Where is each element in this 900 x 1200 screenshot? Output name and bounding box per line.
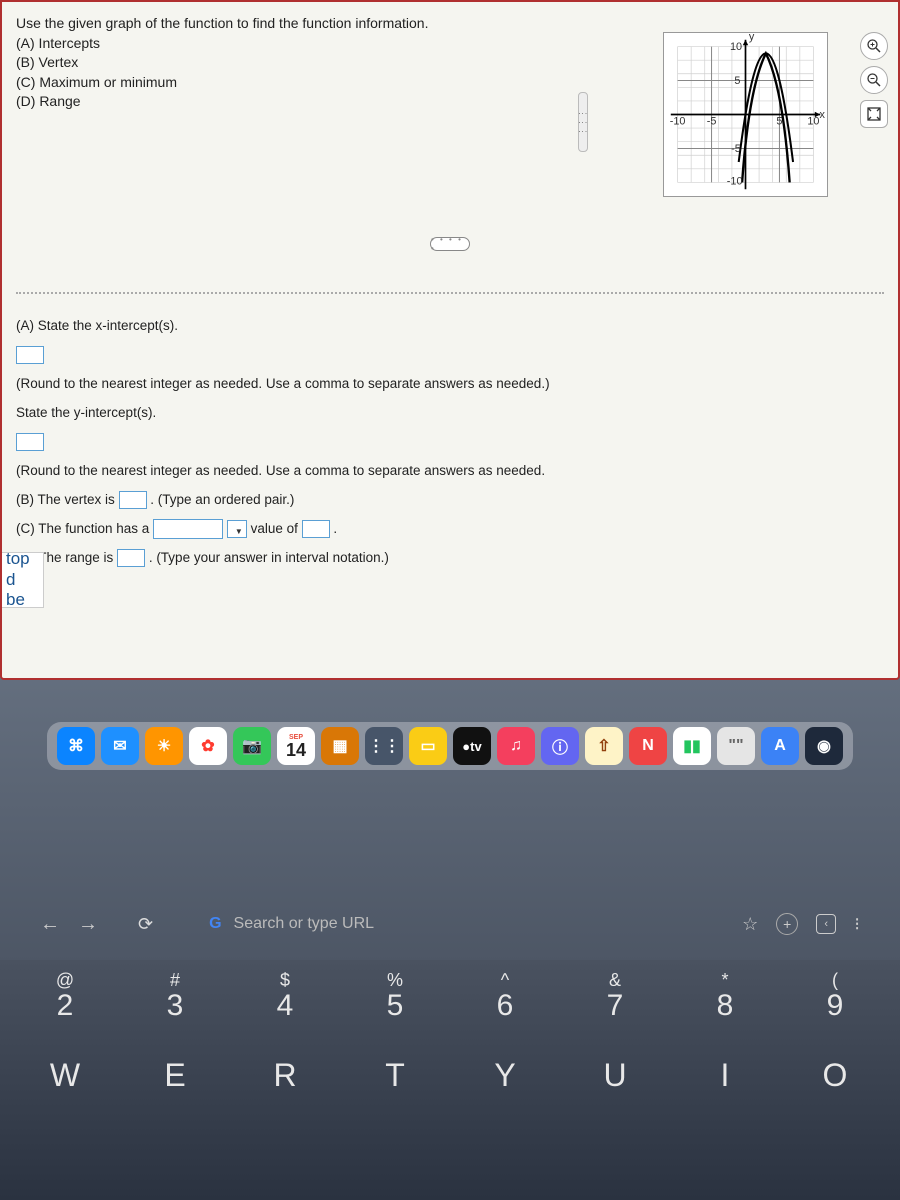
side-tab-line1: top — [6, 549, 39, 569]
dock-app-12[interactable]: ⇧ — [585, 727, 623, 765]
dock-app-17[interactable]: ◉ — [805, 727, 843, 765]
key-U: U — [580, 1043, 650, 1094]
y-intercept-input[interactable] — [16, 433, 44, 451]
a-note: (Round to the nearest integer as needed.… — [16, 370, 884, 397]
key-O: O — [800, 1043, 870, 1094]
maxmin-value-input[interactable] — [302, 520, 330, 538]
range-input[interactable] — [117, 549, 145, 567]
a-note2: (Round to the nearest integer as needed.… — [16, 457, 884, 484]
key-I: I — [690, 1043, 760, 1094]
expand-icon[interactable] — [860, 100, 888, 128]
dock-app-4[interactable]: 📷 — [233, 727, 271, 765]
physical-keyboard: @2 #3 $4 %5 ^6&7 *8 (9 WERTYUIO — [0, 960, 900, 1200]
question-area: Use the given graph of the function to f… — [2, 2, 898, 593]
function-graph[interactable]: x y -10 -5 5 10 10 5 -5 -10 — [663, 32, 828, 197]
dock-app-3[interactable]: ✿ — [189, 727, 227, 765]
svg-text:-10: -10 — [727, 175, 743, 187]
url-bar[interactable]: G Search or type URL — [193, 906, 702, 942]
url-placeholder: Search or type URL — [234, 915, 375, 933]
back-icon[interactable]: ← — [40, 913, 60, 936]
c-mid: value of — [251, 521, 302, 536]
maxmin-type-input[interactable] — [153, 519, 223, 539]
key-6: ^6 — [470, 970, 540, 1023]
homework-window: Use the given graph of the function to f… — [0, 0, 900, 680]
key-3: #3 — [140, 970, 210, 1023]
svg-text:5: 5 — [776, 116, 782, 128]
dock-app-0[interactable]: ⌘ — [57, 727, 95, 765]
svg-text:5: 5 — [734, 75, 740, 87]
vertex-input[interactable] — [119, 491, 147, 509]
key-2: @2 — [30, 970, 100, 1023]
calendar-day: 14 — [286, 741, 306, 759]
svg-text:x: x — [820, 109, 826, 121]
dock-app-1[interactable]: ✉ — [101, 727, 139, 765]
c-pre: (C) The function has a — [16, 521, 153, 536]
section-divider-handle[interactable]: • • • • • — [430, 237, 470, 251]
menu-icon[interactable]: ⁝ — [854, 914, 860, 935]
refresh-icon[interactable]: ⟳ — [138, 914, 153, 935]
a-y-intercept-label: State the y-intercept(s). — [16, 399, 884, 426]
macos-dock: ⌘✉☀✿📷SEP14▦⋮⋮▭●tv♫ⓘ⇧N▮▮""A◉ — [47, 722, 853, 770]
dock-app-6[interactable]: ▦ — [321, 727, 359, 765]
prompt-text: Use the given graph of the function to f… — [16, 14, 884, 34]
b-post: . (Type an ordered pair.) — [150, 492, 294, 507]
key-4: $4 — [250, 970, 320, 1023]
svg-text:10: 10 — [730, 41, 742, 53]
add-tab-icon[interactable]: + — [776, 913, 798, 935]
section-divider — [16, 292, 884, 294]
key-T: T — [360, 1043, 430, 1094]
dock-app-11[interactable]: ⓘ — [541, 727, 579, 765]
forward-icon[interactable]: → — [78, 913, 98, 936]
graph-tools — [860, 32, 888, 128]
dock-app-14[interactable]: ▮▮ — [673, 727, 711, 765]
side-tab-line2: d be — [6, 570, 39, 611]
a-x-intercept-label: (A) State the x-intercept(s). — [16, 312, 884, 339]
key-7: &7 — [580, 970, 650, 1023]
key-W: W — [30, 1043, 100, 1094]
dock-app-9[interactable]: ●tv — [453, 727, 491, 765]
dock-app-7[interactable]: ⋮⋮ — [365, 727, 403, 765]
b-pre: (B) The vertex is — [16, 492, 119, 507]
svg-text:-5: -5 — [731, 143, 741, 155]
browser-toolbar: ← → ⟳ G Search or type URL ☆ + ‹ ⁝ — [0, 898, 900, 950]
dock-app-2[interactable]: ☀ — [145, 727, 183, 765]
key-Y: Y — [470, 1043, 540, 1094]
svg-text:-5: -5 — [707, 116, 717, 128]
dock-app-5[interactable]: SEP14 — [277, 727, 315, 765]
key-8: *8 — [690, 970, 760, 1023]
svg-text:10: 10 — [807, 116, 819, 128]
svg-text:-10: -10 — [670, 116, 686, 128]
svg-text:y: y — [749, 33, 755, 43]
d-post: . (Type your answer in interval notation… — [149, 550, 389, 565]
key-R: R — [250, 1043, 320, 1094]
zoom-in-icon[interactable] — [860, 32, 888, 60]
dock-app-16[interactable]: A — [761, 727, 799, 765]
google-g-icon: G — [209, 915, 221, 933]
c-post: . — [333, 521, 337, 536]
key-9: (9 — [800, 970, 870, 1023]
dock-app-10[interactable]: ♫ — [497, 727, 535, 765]
key-5: %5 — [360, 970, 430, 1023]
zoom-out-icon[interactable] — [860, 66, 888, 94]
dock-app-13[interactable]: N — [629, 727, 667, 765]
side-tab[interactable]: top d be — [2, 552, 44, 608]
dock-app-8[interactable]: ▭ — [409, 727, 447, 765]
key-E: E — [140, 1043, 210, 1094]
panel-resize-handle[interactable]: ⋮⋮⋮ — [578, 92, 588, 152]
maxmin-dropdown[interactable] — [227, 520, 247, 538]
tab-count-icon[interactable]: ‹ — [816, 914, 836, 934]
x-intercept-input[interactable] — [16, 346, 44, 364]
star-icon[interactable]: ☆ — [742, 914, 758, 935]
answer-section: (A) State the x-intercept(s). (Round to … — [16, 304, 884, 581]
dock-app-15[interactable]: "" — [717, 727, 755, 765]
